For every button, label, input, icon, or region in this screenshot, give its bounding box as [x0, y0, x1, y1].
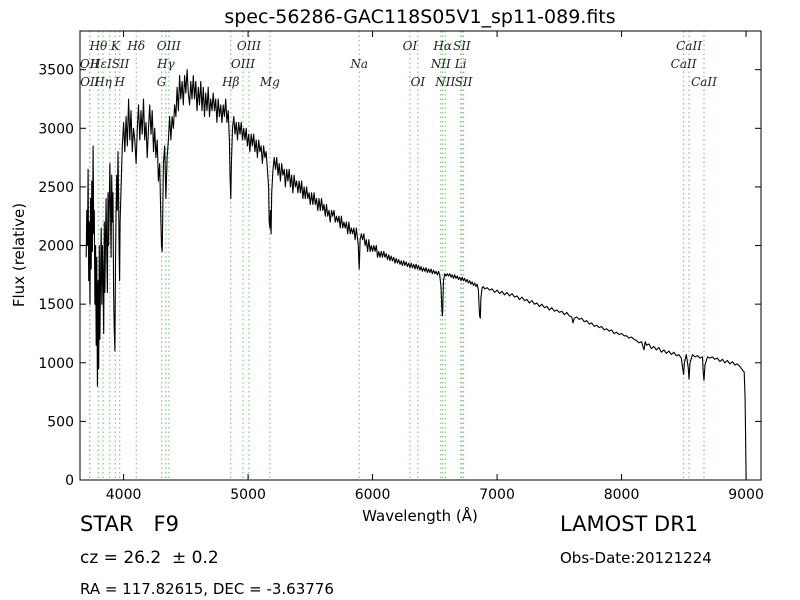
plot-frame: [79, 30, 762, 481]
line-marker-label: Hη: [93, 75, 112, 89]
line-marker-label: SII: [455, 75, 473, 89]
redshift-value: cz = 26.2 ± 0.2: [80, 548, 219, 568]
line-marker-label: CaII: [691, 75, 717, 89]
object-type: STAR F9: [80, 512, 179, 536]
line-marker-label: SII: [453, 39, 471, 53]
line-marker-label: CaII: [676, 39, 702, 53]
line-marker-label: OIII: [231, 57, 255, 71]
axis-ticks: 4000 5000 6000 7000 8000 9000 0 500 1000 1500 2000…: [38, 31, 764, 503]
x-tick-label: 5000: [230, 487, 266, 503]
y-tick-label: 1000: [38, 356, 74, 372]
spectrum-series-line: [85, 69, 747, 479]
line-marker-label: H: [113, 75, 125, 89]
y-axis-label: Flux (relative): [10, 203, 28, 307]
line-marker-label: Hθ: [89, 39, 108, 53]
line-marker-label: OIII: [157, 39, 181, 53]
y-tick-label: 500: [47, 414, 74, 430]
survey-name: LAMOST DR1: [560, 512, 699, 536]
line-marker-label: OI: [411, 75, 426, 89]
observation-date: Obs-Date:20121224: [560, 549, 712, 567]
coordinates: RA = 117.82615, DEC = -3.63776: [80, 580, 334, 598]
y-tick-label: 1500: [38, 297, 74, 313]
x-tick-label: 4000: [106, 487, 142, 503]
y-tick-label: 3000: [38, 121, 74, 137]
line-marker-label: HεISII: [89, 57, 130, 71]
line-marker-labels: OII OII Hθ Hη HεISII K H Hδ OIII Hγ G OIII OIII Hβ Mg N…: [80, 39, 717, 89]
x-tick-label: 9000: [728, 487, 764, 503]
y-tick-label: 3500: [38, 63, 74, 79]
line-marker-label: Hδ: [126, 39, 145, 53]
line-marker-label: OIII: [237, 39, 261, 53]
line-marker-label: G: [157, 75, 167, 89]
y-tick-label: 2000: [38, 239, 74, 255]
line-marker-label: OII: [80, 75, 100, 89]
line-marker-label: NII: [434, 75, 455, 89]
x-axis-label: Wavelength (Å): [362, 506, 478, 525]
line-marker-label: OI: [403, 39, 418, 53]
y-tick-label: 0: [65, 473, 74, 489]
line-marker-label: Hβ: [221, 75, 239, 89]
line-marker-label: OII: [80, 57, 100, 71]
series-layer: [85, 69, 747, 479]
line-marker-label: Hα: [432, 39, 452, 53]
line-marker-label: Li: [454, 57, 467, 71]
line-marker-label: K: [110, 39, 121, 53]
line-marker-label: Hγ: [156, 57, 175, 71]
line-marker-label: CaII: [671, 57, 697, 71]
line-markers: [88, 31, 705, 480]
x-tick-label: 6000: [355, 487, 391, 503]
chart-title: spec-56286-GAC118S05V1_sp11-089.fits: [224, 6, 615, 28]
x-tick-label: 8000: [604, 487, 640, 503]
line-marker-label: NII: [430, 57, 451, 71]
x-tick-label: 7000: [479, 487, 515, 503]
line-marker-label: Na: [349, 57, 368, 71]
y-tick-label: 2500: [38, 180, 74, 196]
line-marker-label: Mg: [259, 75, 280, 89]
